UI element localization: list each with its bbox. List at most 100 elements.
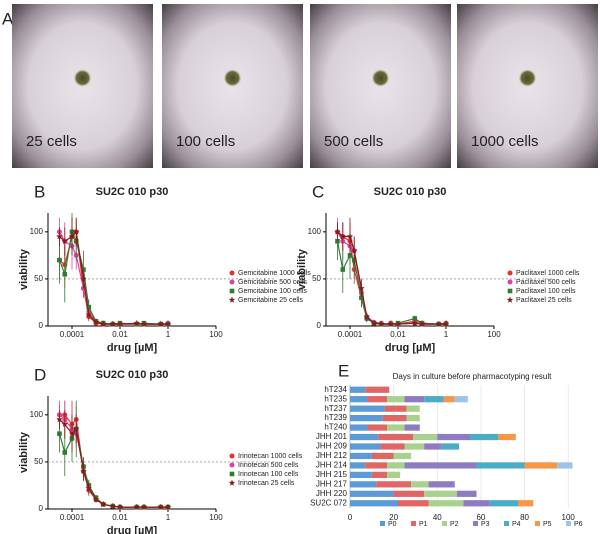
bar-segment (489, 500, 518, 507)
data-point (157, 320, 164, 327)
bar-segment (424, 490, 457, 497)
bar-segment (350, 396, 368, 403)
x-tick-label: 0 (348, 513, 353, 522)
data-point (140, 503, 148, 510)
bar-segment (454, 396, 468, 403)
y-axis-label: viability (296, 248, 308, 290)
y-tick-label: JHH 209 (316, 442, 348, 451)
bar-segment (424, 443, 442, 450)
bar-segment (406, 405, 420, 412)
x-tick-label: 100 (209, 513, 223, 522)
legend-marker (229, 471, 235, 477)
data-point (86, 304, 92, 310)
data-point (56, 416, 63, 423)
fit-line (336, 241, 446, 325)
bar-segment (441, 443, 460, 450)
chart-title: SU2C 010 p30 (96, 186, 169, 198)
bar-segment (384, 405, 407, 412)
chart-title: Days in culture before pharmacotyping re… (393, 372, 553, 381)
data-point (363, 313, 370, 320)
bar-segment (393, 490, 425, 497)
bar-segment (378, 433, 414, 441)
bar-segment (350, 414, 383, 422)
fit-line (58, 427, 168, 508)
data-point (435, 320, 442, 327)
x-axis-label: drug [µM] (107, 342, 158, 354)
bar-segment (350, 405, 385, 412)
bar-segment (371, 452, 394, 460)
bar-segment (367, 424, 388, 431)
data-point (412, 316, 418, 321)
data-point (85, 311, 92, 318)
y-tick-label: 50 (34, 274, 43, 283)
x-tick-label: 0.01 (112, 513, 128, 522)
bar-segment (437, 433, 470, 441)
fit-line (58, 229, 168, 325)
bar-segment (406, 414, 420, 422)
data-point (92, 496, 100, 503)
legend-marker (229, 270, 235, 276)
legend-marker (229, 462, 235, 468)
x-tick-label: 80 (520, 513, 529, 522)
legend-marker (229, 288, 235, 294)
x-tick-label: 0.0001 (60, 330, 85, 339)
y-tick-label: hT235 (324, 394, 347, 403)
y-tick-label: 0 (39, 321, 44, 330)
x-tick-label: 1 (444, 330, 449, 339)
spheroid (518, 69, 537, 87)
data-point (133, 319, 140, 326)
bar-segment (398, 500, 429, 507)
legend-label: Irinotecan 1000 cells (238, 453, 303, 460)
y-tick-label: 0 (317, 321, 322, 330)
legend-label: P1 (419, 521, 428, 528)
x-tick-label: 100 (487, 330, 501, 339)
y-tick-label: JHH 214 (316, 461, 348, 470)
data-point (378, 320, 385, 327)
data-point (418, 320, 426, 327)
data-point (370, 319, 378, 326)
y-tick-label: JHH 212 (316, 451, 348, 460)
y-tick-label: hT237 (324, 404, 347, 413)
bar-segment (350, 443, 381, 450)
bar-segment (350, 490, 394, 497)
data-point (68, 233, 76, 240)
legend-label: Paclitaxel 25 cells (516, 297, 572, 304)
bar-segment (365, 386, 390, 393)
x-tick-label: 1 (166, 330, 171, 339)
bar-segment (428, 500, 464, 507)
bar-segment (470, 433, 499, 441)
legend-marker (507, 279, 513, 285)
y-tick-label: JHH 220 (316, 489, 348, 498)
legend-marker (506, 296, 514, 303)
fit-line (336, 231, 446, 325)
panel-label: A (2, 9, 14, 28)
legend-label: Irinotecan 25 cells (238, 480, 295, 487)
data-point (346, 233, 354, 240)
data-point (61, 237, 68, 244)
spheroid (73, 69, 92, 87)
legend-marker (228, 296, 236, 303)
y-axis-label: viability (18, 248, 30, 290)
bar-segment (365, 462, 388, 469)
y-tick-label: 100 (30, 227, 44, 236)
bar-segment (350, 452, 372, 460)
bar-segment (428, 481, 455, 488)
data-point (351, 247, 358, 254)
data-point (411, 319, 418, 326)
bar-segment (393, 452, 412, 460)
bar-segment (350, 462, 366, 469)
bar-segment (350, 386, 366, 393)
x-axis-label: drug [µM] (107, 525, 158, 534)
data-point (61, 420, 68, 427)
bar-segment (382, 414, 407, 422)
x-tick-label: 0.01 (390, 330, 406, 339)
legend-label: P5 (543, 521, 552, 528)
x-tick-label: 1 (166, 513, 171, 522)
data-point (358, 285, 365, 291)
bar-segment (367, 396, 388, 403)
legend-swatch (473, 521, 478, 526)
legend-label: Gemcitabine 100 cells (238, 288, 307, 295)
x-tick-label: 0.0001 (338, 330, 363, 339)
bar-segment (371, 471, 388, 479)
